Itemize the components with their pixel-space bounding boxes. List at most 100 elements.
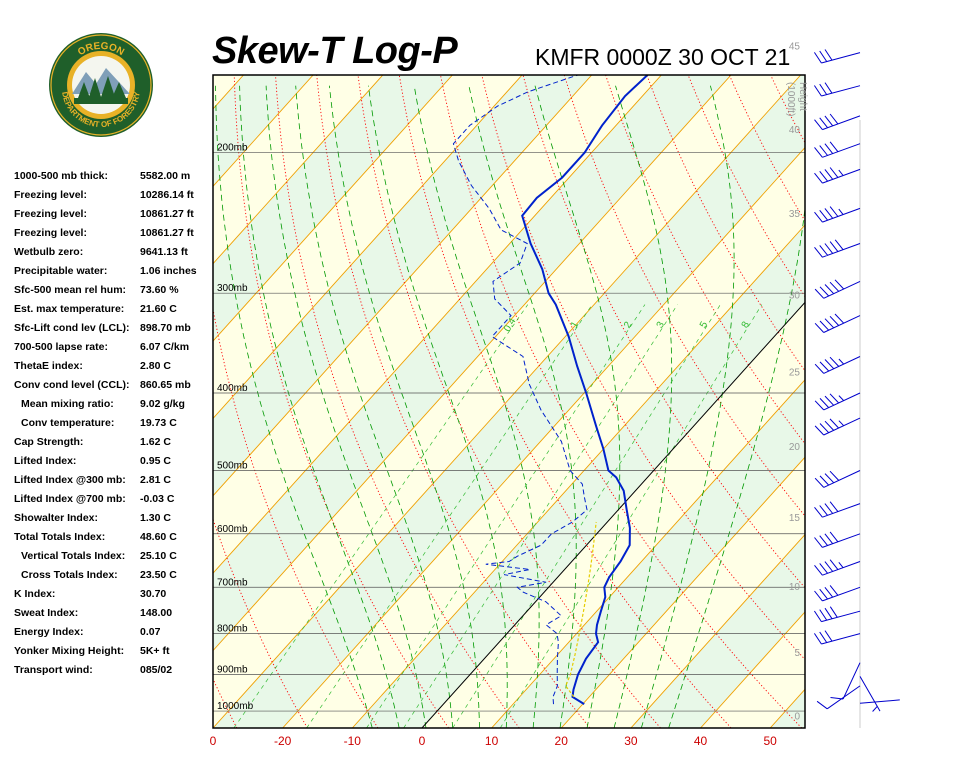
wind-barb — [814, 206, 861, 223]
index-label: Sfc-500 mean rel hum: — [14, 284, 127, 296]
dry-adiabat — [213, 517, 308, 728]
wind-barb — [814, 356, 861, 374]
index-row: Conv temperature: 19.73 C — [14, 415, 214, 434]
isotherm-band — [0, 75, 174, 728]
height-axis-title: Height — [797, 82, 808, 111]
index-value: 9641.13 ft — [140, 246, 188, 258]
index-value: 0.07 — [140, 626, 161, 638]
index-label: Mean mixing ratio: — [21, 398, 114, 410]
temperature-tick-label: -10 — [344, 734, 362, 748]
index-label: Cross Totals Index: — [21, 569, 118, 581]
height-tick-label: 5 — [794, 648, 800, 659]
station-time-label: KMFR 0000Z 30 OCT 21 — [535, 44, 791, 70]
wind-barb — [814, 141, 861, 158]
isotherm-line — [213, 75, 384, 265]
index-value: 48.60 C — [140, 531, 177, 543]
index-value: 898.70 mb — [140, 322, 191, 334]
index-row: Cap Strength: 1.62 C — [14, 434, 214, 453]
index-row: Wetbulb zero: 9641.13 ft — [14, 244, 214, 263]
index-label: Lifted Index: — [14, 455, 77, 467]
index-row: Lifted Index: 0.95 C — [14, 453, 214, 472]
wind-barb — [814, 239, 861, 258]
wind-barb — [814, 417, 861, 436]
index-label: Freezing level: — [14, 227, 87, 239]
wind-barb — [814, 559, 861, 576]
pressure-label: 300mb — [217, 283, 248, 294]
index-value: 19.73 C — [140, 417, 177, 429]
pressure-label: 800mb — [217, 624, 248, 635]
moist-adiabat — [468, 85, 577, 728]
index-value: -0.03 C — [140, 493, 175, 505]
index-label: 700-500 lapse rate: — [14, 341, 108, 353]
index-row: Est. max temperature: 21.60 C — [14, 301, 214, 320]
dry-adiabat — [481, 75, 805, 661]
index-label: Wetbulb zero: — [14, 246, 84, 258]
wind-barb — [814, 501, 861, 518]
index-row: Conv cond level (CCL): 860.65 mb — [14, 377, 214, 396]
height-tick-label: 25 — [789, 368, 801, 379]
wind-barb — [814, 531, 861, 548]
moist-adiabat — [368, 85, 508, 728]
wind-barb — [814, 167, 861, 184]
wind-barb — [830, 662, 861, 700]
index-value: 1.06 inches — [140, 265, 197, 277]
index-row: Precipitable water: 1.06 inches — [14, 263, 214, 282]
oregon-dept-forestry-logo: OREGON DEPARTMENT OF FORESTRY — [49, 33, 153, 137]
wind-barb — [814, 113, 861, 131]
dry-adiabat — [213, 306, 379, 728]
dry-adiabat — [936, 75, 960, 728]
mixing-ratio-label: 1 — [569, 319, 582, 330]
index-row: Sweat Index: 148.00 — [14, 605, 214, 624]
parcel-trace — [565, 521, 597, 698]
mixing-ratio-line — [306, 304, 593, 728]
mixing-ratio-label: 8 — [740, 319, 753, 330]
index-value: 1.62 C — [140, 436, 171, 448]
index-value: 5582.00 m — [140, 170, 191, 182]
index-label: K Index: — [14, 588, 56, 600]
index-row: Showalter Index: 1.30 C — [14, 510, 214, 529]
dry-adiabat — [316, 75, 591, 728]
index-row: Cross Totals Index: 23.50 C — [14, 567, 214, 586]
index-value: 5K+ ft — [140, 645, 170, 657]
index-value: 085/02 — [140, 664, 173, 676]
temperature-trace — [521, 75, 649, 705]
dry-adiabat — [275, 75, 520, 728]
index-label: Sweat Index: — [14, 607, 79, 619]
moist-adiabat — [295, 85, 454, 728]
height-tick-label: 15 — [789, 513, 801, 524]
index-value: 148.00 — [140, 607, 173, 619]
index-row: Total Totals Index: 48.60 C — [14, 529, 214, 548]
index-row: 1000-500 mb thick: 5582.00 m — [14, 168, 214, 187]
height-tick-label: 0 — [794, 712, 800, 723]
index-value: 2.80 C — [140, 360, 171, 372]
dry-adiabat — [853, 75, 960, 728]
temperature-tick-label: 50 — [763, 734, 777, 748]
index-value: 10286.14 ft — [140, 189, 194, 201]
moist-adiabat — [215, 85, 373, 728]
index-label: Cap Strength: — [14, 436, 84, 448]
index-row: Transport wind: 085/02 — [14, 662, 214, 681]
isotherm-line — [840, 75, 960, 728]
wind-barb — [813, 630, 861, 645]
index-label: Freezing level: — [14, 208, 87, 220]
wind-barb — [859, 676, 881, 712]
index-value: 10861.27 ft — [140, 208, 194, 220]
index-label: Est. max temperature: — [14, 303, 125, 315]
plot-layer — [0, 75, 960, 728]
zero-isotherm-line — [421, 301, 805, 728]
index-row: Freezing level: 10861.27 ft — [14, 225, 214, 244]
isotherm-line — [351, 224, 805, 728]
index-label: 1000-500 mb thick: — [14, 170, 108, 182]
pressure-label: 1000mb — [217, 701, 254, 712]
isotherm-line — [213, 75, 523, 420]
index-row: Freezing level: 10286.14 ft — [14, 187, 214, 206]
moist-adiabat — [613, 85, 673, 728]
index-row: Lifted Index @700 mb: -0.03 C — [14, 491, 214, 510]
index-row: Vertical Totals Index: 25.10 C — [14, 548, 214, 567]
isotherm-line — [213, 75, 802, 728]
mixing-ratio-label: 5 — [698, 319, 711, 330]
index-label: Freezing level: — [14, 189, 87, 201]
wind-barb — [816, 685, 861, 710]
dry-adiabat — [440, 75, 803, 728]
stability-indices-table: 1000-500 mb thick: 5582.00 m Freezing leve… — [14, 168, 214, 681]
